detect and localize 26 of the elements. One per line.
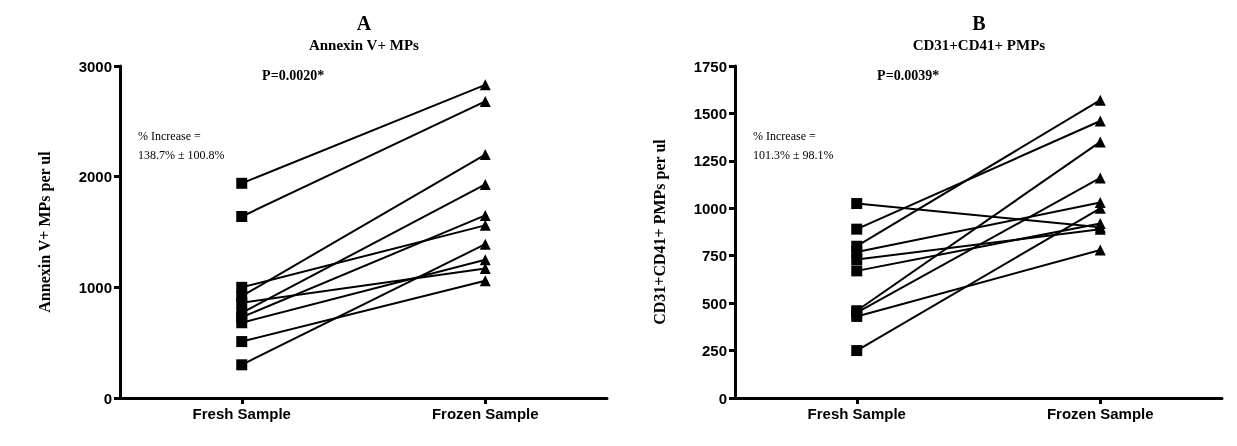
y-tick-label: 1750 (693, 57, 727, 75)
y-tick-label: 1250 (693, 152, 727, 170)
y-tick-label: 1000 (693, 199, 727, 217)
y-tick-label: 250 (701, 342, 727, 360)
x-tick-label: Fresh Sample (807, 405, 906, 422)
y-tick-label: 3000 (78, 57, 112, 75)
x-tick-label: Fresh Sample (192, 405, 291, 422)
annotation: P=0.0020* (262, 67, 325, 83)
x-tick-label: Frozen Sample (1046, 405, 1154, 422)
y-tick-label: 750 (701, 247, 727, 265)
chart-title: A (356, 12, 372, 34)
chart-subtitle: CD31+CD41+ PMPs (912, 36, 1046, 53)
y-tick-label: 1000 (78, 278, 112, 296)
y-tick-label: 0 (718, 389, 727, 407)
annotation: % Increase = 138.7% ± 100.8% (138, 128, 225, 162)
y-axis-title: CD31+CD41+ PMPs per ul (650, 138, 669, 325)
annotation: P=0.0039* (877, 67, 940, 83)
chart-title: B (972, 12, 986, 34)
x-tick-label: Frozen Sample (431, 405, 539, 422)
y-tick-label: 0 (103, 389, 112, 407)
y-axis-title: Annexin V+ MPs per ul (35, 150, 54, 313)
chart-subtitle: Annexin V+ MPs (308, 36, 420, 53)
y-tick-label: 2000 (78, 168, 112, 186)
annotation: % Increase = 101.3% ± 98.1% (753, 128, 834, 162)
y-tick-label: 1500 (693, 104, 727, 122)
y-tick-label: 500 (701, 294, 727, 312)
